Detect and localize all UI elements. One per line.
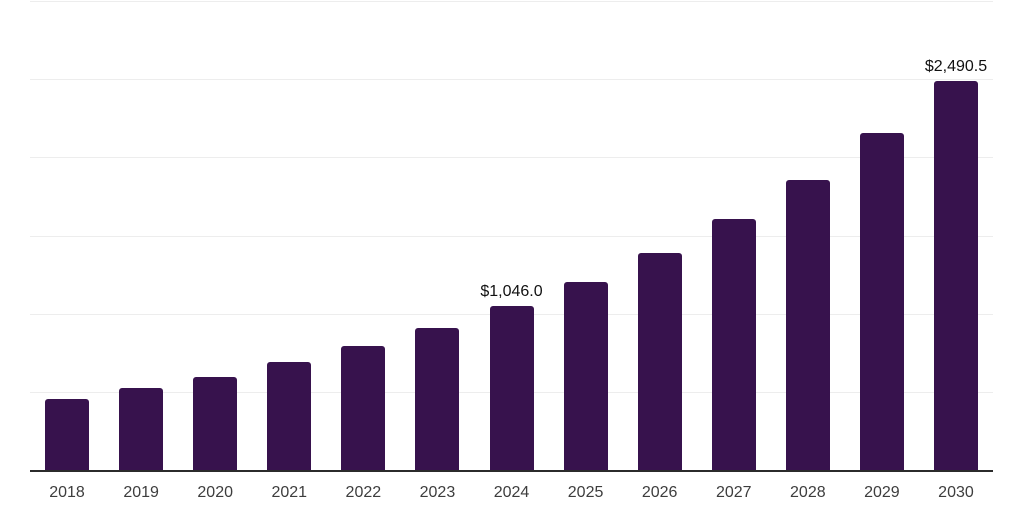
bar-2020 (193, 376, 238, 470)
gridline-2000 (30, 157, 993, 159)
bar-2030 (933, 80, 978, 470)
x-axis-line (30, 470, 993, 472)
bar-2028 (785, 180, 830, 470)
x-tick-2018: 2018 (49, 484, 85, 501)
x-tick-2023: 2023 (419, 484, 456, 501)
gridline-3000 (30, 1, 993, 2)
bar-column-2026 (623, 1, 697, 470)
bar-column-2029 (845, 1, 919, 470)
bar-column-2025 (549, 1, 623, 470)
bar-column-2028 (771, 1, 845, 470)
bar-column-2027 (697, 1, 771, 470)
x-tick-2029: 2029 (864, 484, 900, 501)
bar-2022 (341, 346, 386, 470)
x-tick-2022: 2022 (345, 484, 382, 501)
x-tick-2030: 2030 (938, 484, 974, 501)
bar-value-label-2024: $1,046.0 (480, 283, 543, 301)
bar-column-2030: $2,490.5 (919, 1, 993, 470)
bar-2018 (45, 398, 90, 470)
plot-area: $1,046.0 $2,490.5 (30, 1, 993, 472)
bar-column-2019 (104, 1, 178, 470)
bar-column-2022 (326, 1, 400, 470)
x-tick-2028: 2028 (790, 484, 826, 501)
x-tick-2020: 2020 (197, 484, 233, 501)
x-tick-2026: 2026 (641, 484, 678, 501)
x-tick-2024: 2024 (493, 484, 530, 501)
gridline-1500 (30, 235, 993, 237)
bar-column-2023 (400, 1, 474, 470)
bar-column-2018 (30, 1, 104, 470)
bar-2019 (119, 387, 164, 470)
bar-2029 (859, 133, 904, 470)
bar-2021 (267, 362, 312, 470)
gridline-2500 (30, 79, 993, 81)
bar-value-label-2030: $2,490.5 (924, 57, 988, 75)
x-axis-labels: 2018 2019 2020 2021 2022 2023 2024 2025 2026 2027… (30, 470, 993, 502)
x-tick-2025: 2025 (567, 484, 604, 501)
x-tick-2027: 2027 (715, 484, 752, 501)
bars-row: $1,046.0 $2,490.5 (30, 1, 993, 470)
x-tick-2021: 2021 (271, 484, 308, 501)
bar-2024 (489, 306, 534, 470)
bar-2023 (415, 328, 460, 470)
x-tick-2019: 2019 (123, 484, 159, 501)
bar-chart: $1,046.0 $2,490.5 2018 2019 2020 2021 2022 202… (30, 1, 993, 502)
bar-2026 (637, 253, 682, 470)
bar-2027 (711, 219, 756, 470)
bar-column-2020 (178, 1, 252, 470)
bar-column-2021 (252, 1, 326, 470)
bar-2025 (563, 282, 608, 470)
bar-column-2024: $1,046.0 (474, 1, 548, 470)
